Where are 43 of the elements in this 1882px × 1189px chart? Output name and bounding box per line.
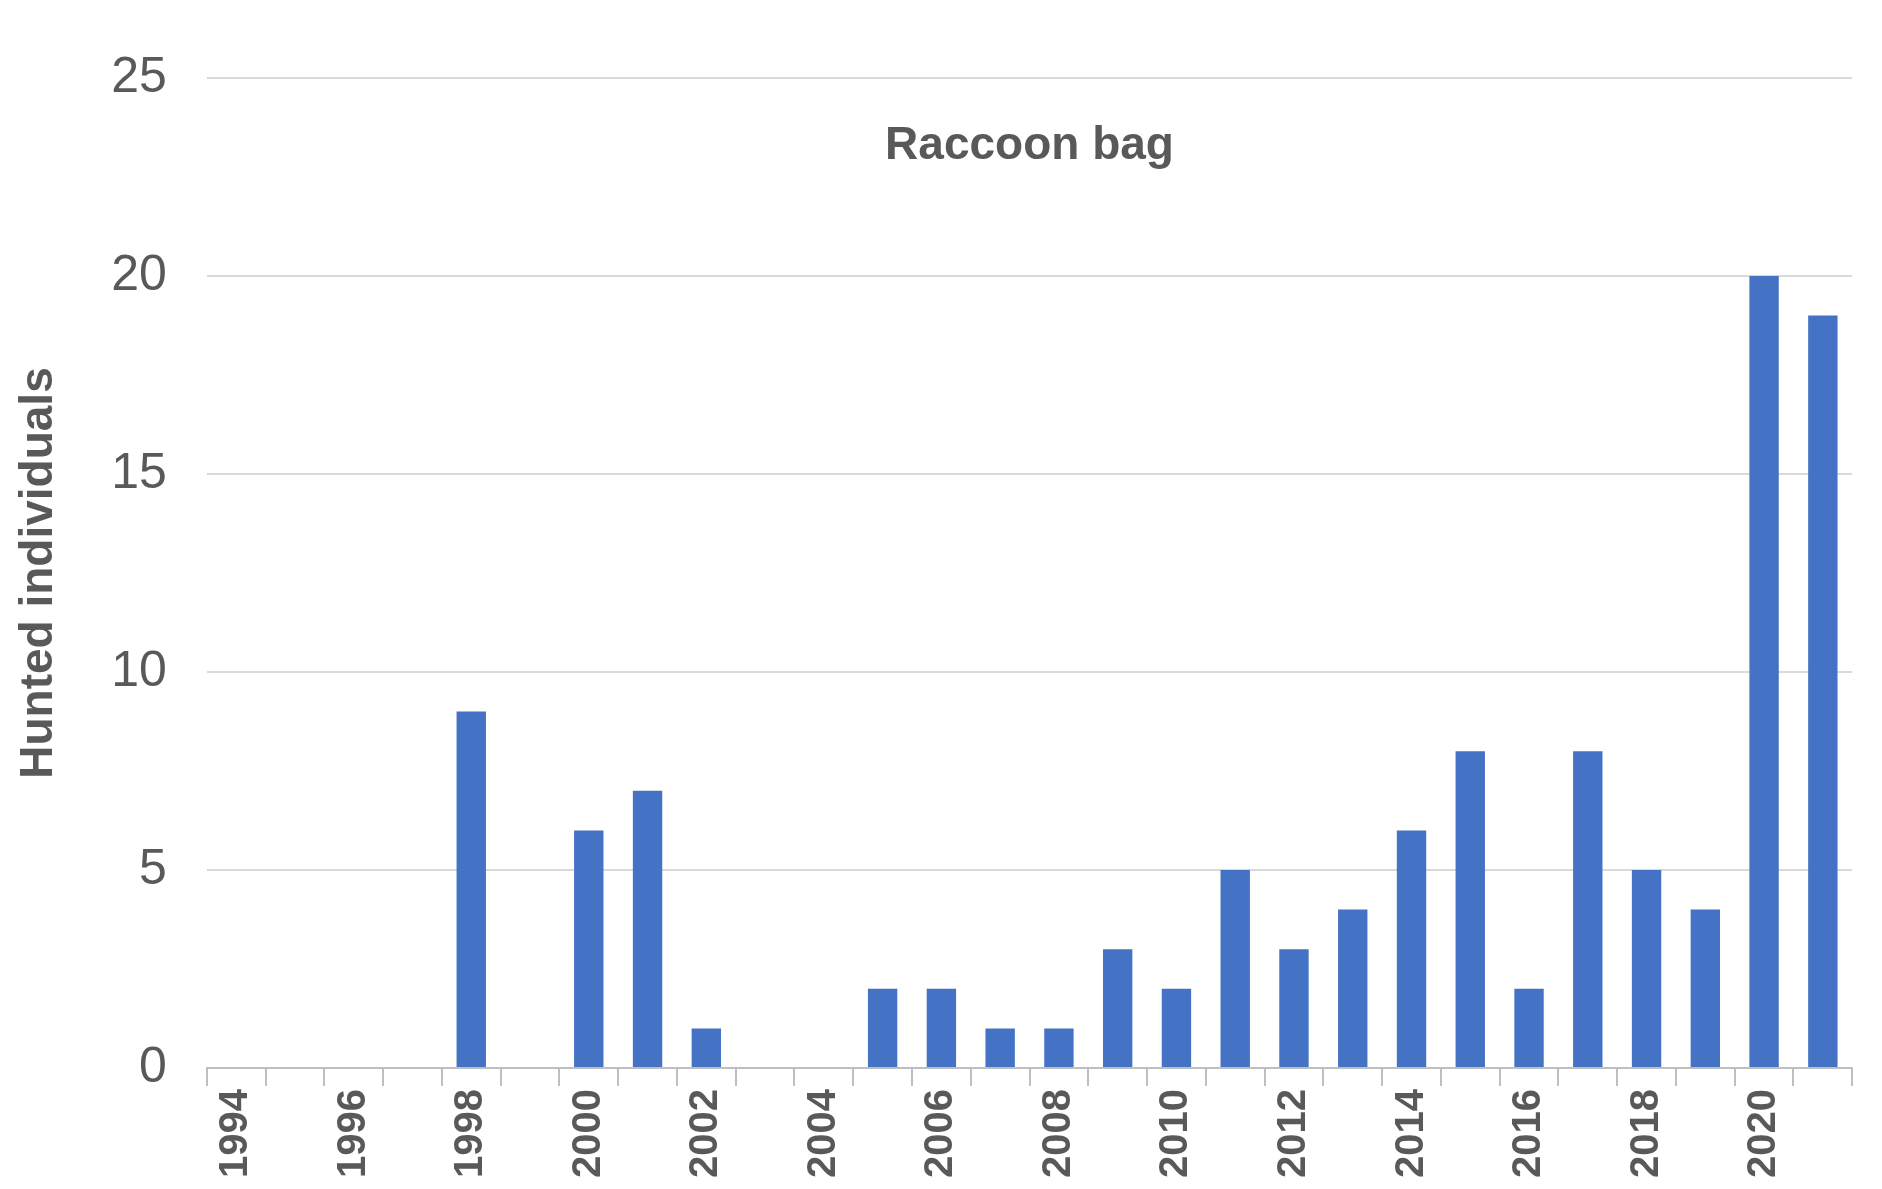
- x-tick-label: 2020: [1739, 1089, 1784, 1178]
- bar: [1396, 830, 1427, 1068]
- bar: [1455, 751, 1485, 1068]
- bar: [1749, 276, 1779, 1068]
- bar: [1161, 988, 1192, 1068]
- x-tick-label: 1994: [211, 1088, 256, 1178]
- y-tick-label: 15: [111, 442, 167, 499]
- bar: [1338, 909, 1368, 1068]
- bar: [1044, 1028, 1074, 1068]
- bar: [1631, 870, 1662, 1068]
- x-tick-label: 2002: [681, 1089, 726, 1178]
- bar: [1102, 949, 1133, 1068]
- x-tick-label: 2012: [1269, 1089, 1313, 1178]
- bar: [1220, 870, 1250, 1068]
- bar: [926, 988, 957, 1068]
- x-tick-label: 2010: [1151, 1089, 1196, 1178]
- x-tick-label: 1996: [328, 1089, 373, 1178]
- y-tick-label: 0: [139, 1036, 167, 1093]
- bar: [985, 1028, 1015, 1068]
- bar: [867, 988, 898, 1068]
- x-tick-label: 2000: [563, 1089, 608, 1178]
- bar: [691, 1028, 722, 1068]
- x-tick-label: 2018: [1621, 1089, 1666, 1178]
- bar: [1514, 988, 1544, 1068]
- y-tick-label: 5: [139, 838, 167, 895]
- bar: [1690, 909, 1721, 1068]
- y-axis-title: Hunted individuals: [10, 367, 63, 779]
- x-tick-label: 1998: [446, 1089, 491, 1178]
- x-tick-label: 2014: [1386, 1088, 1431, 1178]
- bar: [1573, 751, 1603, 1068]
- x-tick-label: 2016: [1504, 1089, 1549, 1178]
- bar: [456, 711, 486, 1068]
- x-tick-label: 2004: [798, 1088, 843, 1178]
- y-tick-label: 10: [111, 640, 167, 697]
- bar: [1808, 315, 1838, 1068]
- y-tick-label: 20: [111, 244, 167, 301]
- bar: [632, 790, 663, 1068]
- y-tick-label: 25: [111, 46, 167, 103]
- x-tick-label: 2008: [1033, 1089, 1078, 1178]
- bar: [574, 830, 604, 1068]
- text: Raccoon bag: [885, 116, 1174, 169]
- x-tick-label: 2006: [916, 1089, 961, 1178]
- bar: [1279, 949, 1309, 1068]
